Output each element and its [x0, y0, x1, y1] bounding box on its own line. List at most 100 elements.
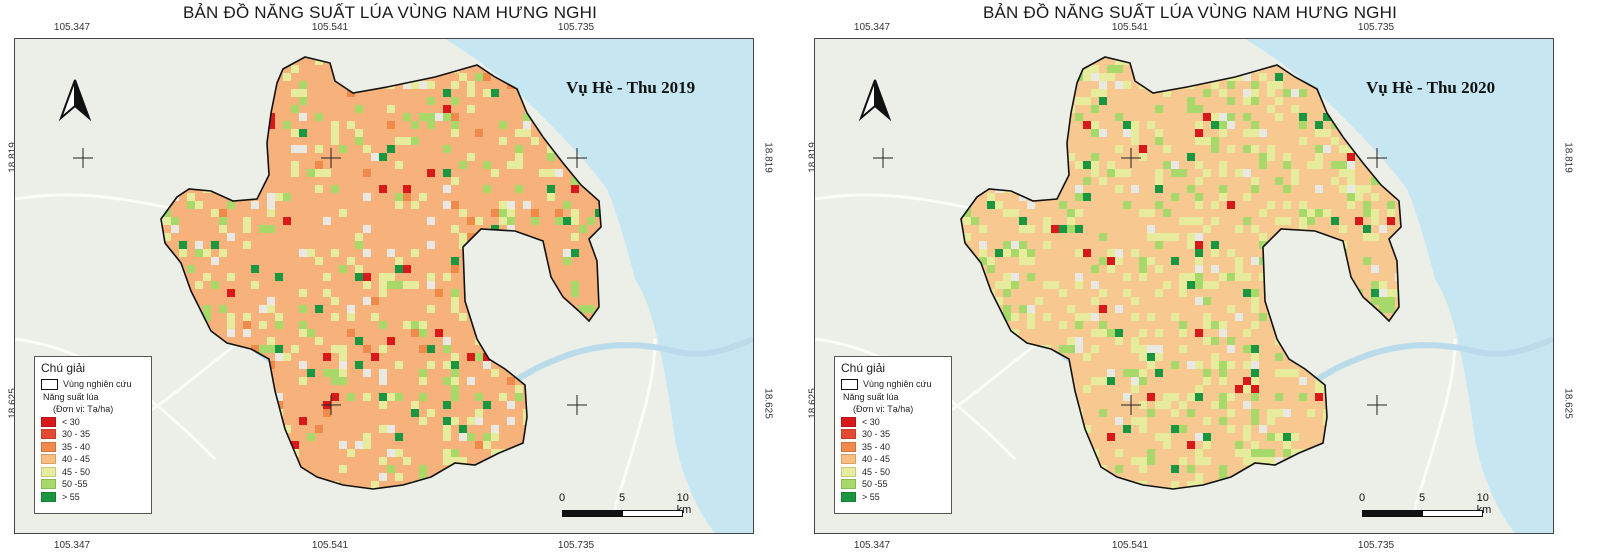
study-area-label: Vùng nghiên cứu [863, 379, 932, 390]
yield-cell [1195, 233, 1203, 241]
yield-cell [347, 305, 355, 313]
yield-cell [1067, 305, 1075, 313]
yield-cell [1195, 105, 1203, 113]
yield-cell [1131, 137, 1139, 145]
yield-cell [363, 249, 371, 257]
yield-cell [1331, 177, 1339, 185]
yield-cell [1283, 369, 1291, 377]
yield-cell [1115, 417, 1123, 425]
map-panel-2019: BẢN ĐỒ NĂNG SUẤT LÚA VÙNG NAM HƯNG NGHI … [8, 3, 774, 551]
yield-cell [467, 233, 475, 241]
yield-cell [1099, 289, 1107, 297]
yield-cell [1091, 265, 1099, 273]
yield-cell [1339, 169, 1347, 177]
yield-cell [1307, 409, 1315, 417]
yield-cell [443, 345, 451, 353]
yield-cell [963, 209, 971, 217]
yield-cell [1099, 233, 1107, 241]
yield-cell [195, 201, 203, 209]
yield-cell [371, 481, 379, 489]
yield-cell [467, 377, 475, 385]
yield-cell [1139, 145, 1147, 153]
yield-cell [435, 289, 443, 297]
crosshair-icon [567, 148, 587, 168]
yield-cell [1323, 145, 1331, 153]
yield-cell [1227, 425, 1235, 433]
yield-cell [1115, 257, 1123, 265]
yield-cell [259, 321, 267, 329]
yield-cell [387, 121, 395, 129]
yield-cell [1139, 417, 1147, 425]
yield-cell [1115, 249, 1123, 257]
x-tick-bottom: 105.541 [311, 540, 349, 551]
yield-cell [323, 353, 331, 361]
yield-cell [1331, 137, 1339, 145]
yield-cell [1067, 217, 1075, 225]
legend-swatch [41, 441, 56, 452]
yield-cell [1139, 153, 1147, 161]
yield-cell [1107, 161, 1115, 169]
yield-cell [1115, 449, 1123, 457]
scale-segment-light [622, 510, 683, 517]
yield-cell [1251, 417, 1259, 425]
legend-classes: < 30 30 - 35 35 - 40 40 - 45 45 - 50 50 -55 > … [41, 416, 145, 504]
yield-cell [451, 177, 459, 185]
yield-cell [467, 89, 475, 97]
yield-cell [1163, 281, 1171, 289]
y-tick-right: 18.819 [1562, 142, 1574, 173]
yield-cell [1051, 225, 1059, 233]
yield-cell [1107, 65, 1115, 73]
yield-cell [1027, 313, 1035, 321]
yield-cell [979, 249, 987, 257]
yield-cell [1331, 217, 1339, 225]
yield-cell [1003, 305, 1011, 313]
yield-cell [1347, 185, 1355, 193]
yield-cell [1195, 297, 1203, 305]
yield-cell [363, 273, 371, 281]
yield-cell [1155, 241, 1163, 249]
yield-cell [243, 241, 251, 249]
scale-label: 0 [558, 492, 566, 504]
legend-class-item: 30 - 35 [841, 428, 945, 441]
yield-cell [1099, 129, 1107, 137]
yield-cell [1251, 121, 1259, 129]
yield-cell [1291, 105, 1299, 113]
yield-cell [1275, 97, 1283, 105]
yield-cell [1131, 337, 1139, 345]
yield-cell [1275, 113, 1283, 121]
legend-class-item: 45 - 50 [841, 466, 945, 479]
yield-cell [1187, 441, 1195, 449]
yield-cell [443, 449, 451, 457]
yield-cell [259, 345, 267, 353]
yield-cell [355, 241, 363, 249]
yield-cell [1315, 121, 1323, 129]
yield-cell [395, 433, 403, 441]
yield-cell [1363, 209, 1371, 217]
yield-cell [243, 313, 251, 321]
yield-cell [1083, 249, 1091, 257]
yield-cell [339, 145, 347, 153]
yield-cell [1363, 185, 1371, 193]
yield-cell [1307, 161, 1315, 169]
yield-cell [323, 289, 331, 297]
yield-cell [1243, 89, 1251, 97]
yield-cell [451, 393, 459, 401]
yield-cell [1283, 441, 1291, 449]
yield-cell [1315, 185, 1323, 193]
yield-cell [1259, 241, 1267, 249]
yield-cell [1027, 225, 1035, 233]
yield-cell [1083, 425, 1091, 433]
yield-cell [1179, 329, 1187, 337]
yield-cell [571, 209, 579, 217]
yield-cell [283, 121, 291, 129]
yield-cell [571, 177, 579, 185]
yield-cell [1363, 233, 1371, 241]
yield-cell [451, 353, 459, 361]
yield-cell [203, 273, 211, 281]
yield-cell [1371, 289, 1379, 297]
crosshair-icon [73, 148, 93, 168]
yield-cell [1131, 297, 1139, 305]
yield-cell [1259, 449, 1267, 457]
yield-cell [1275, 73, 1283, 81]
yield-cell [427, 121, 435, 129]
